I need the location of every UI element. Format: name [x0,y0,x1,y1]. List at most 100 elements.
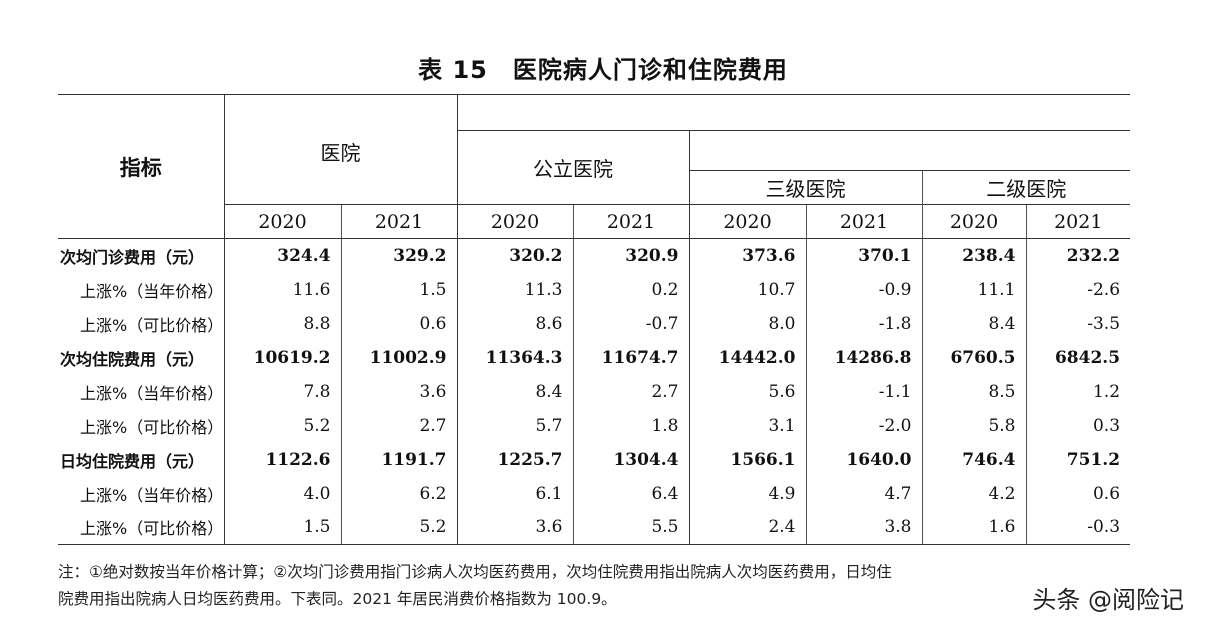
table-cell: 3.1 [688,408,806,443]
table-cell: 7.8 [223,374,341,409]
row-label: 上涨%（当年价格） [80,485,224,505]
table-cell: 6.4 [572,476,689,511]
year-header: 2021 [572,204,689,239]
table-row: 上涨%（当年价格） 4.0 6.2 6.1 6.4 4.9 4.7 4.2 0.6 [58,476,1131,511]
table-cell: 1640.0 [805,442,922,477]
table-cell: 1.6 [921,510,1026,545]
table-cell: 751.2 [1025,442,1131,477]
table-cell: 4.0 [223,476,341,511]
table-title: 表 15 医院病人门诊和住院费用 [418,56,788,84]
table-cell: -2.0 [805,408,922,443]
table-cell: 3.6 [456,510,573,545]
table-cell: 1304.4 [572,442,689,477]
table-cell: 373.6 [688,238,806,273]
row-label: 上涨%（当年价格） [80,281,224,301]
table-cell: -3.5 [1025,306,1131,341]
table-cell: 5.8 [921,408,1026,443]
table-cell: 14442.0 [688,340,806,375]
table-cell: 11364.3 [456,340,573,375]
table-cell: 8.8 [223,306,341,341]
table-cell: 1.5 [340,272,457,307]
table-cell: 232.2 [1025,238,1131,273]
tertiary-header: 三级医院 [688,170,922,205]
row-label: 上涨%（可比价格） [80,315,224,335]
table-cell: -2.6 [1025,272,1131,307]
table-cell: 6.1 [456,476,573,511]
table-cell: 1566.1 [688,442,806,477]
table-row: 次均门诊费用（元） 324.4 329.2 320.2 320.9 373.6 370.1 2… [58,238,1131,273]
table-row: 次均住院费用（元） 10619.2 11002.9 11364.3 11674.7 144… [58,340,1131,375]
table-cell: 1225.7 [456,442,573,477]
table-cell: 8.6 [456,306,573,341]
table-cell: 6.2 [340,476,457,511]
watermark: 头条 @阅险记 [1032,586,1184,614]
table-cell: 10619.2 [223,340,341,375]
table-cell: 1191.7 [340,442,457,477]
table-cell: 0.6 [1025,476,1131,511]
table-cell: 11.1 [921,272,1026,307]
footnote: 注：①绝对数按当年价格计算；②次均门诊费用指门诊病人次均医药费用，次均住院费用指… [58,559,1143,613]
year-header: 2020 [223,204,341,239]
row-label: 上涨%（可比价格） [80,417,224,437]
table-row: 上涨%（可比价格） 1.5 5.2 3.6 5.5 2.4 3.8 1.6 -0.3 [58,510,1131,545]
row-label: 上涨%（当年价格） [80,383,224,403]
year-header: 2020 [456,204,573,239]
table-cell: 329.2 [340,238,457,273]
year-header: 2021 [340,204,457,239]
table-row: 日均住院费用（元） 1122.6 1191.7 1225.7 1304.4 1566.1 1… [58,442,1131,477]
indicator-header: 指标 [58,94,224,239]
table-cell: 0.3 [1025,408,1131,443]
table-cell: 4.7 [805,476,922,511]
table-row: 上涨%（可比价格） 5.2 2.7 5.7 1.8 3.1 -2.0 5.8 0.3 [58,408,1131,443]
table-cell: 8.4 [456,374,573,409]
table-cell: -0.7 [572,306,689,341]
table-cell: 4.2 [921,476,1026,511]
header-spacer-2 [688,130,1131,171]
table-cell: 1.2 [1025,374,1131,409]
table-cell: 4.9 [688,476,806,511]
table-cell: 6842.5 [1025,340,1131,375]
table-cell: 11002.9 [340,340,457,375]
table-cell: 320.2 [456,238,573,273]
table-cell: 2.7 [572,374,689,409]
table-row: 上涨%（当年价格） 7.8 3.6 8.4 2.7 5.6 -1.1 8.5 1.2 [58,374,1131,409]
table-cell: 6760.5 [921,340,1026,375]
secondary-header: 二级医院 [921,170,1131,205]
table-cell: 2.4 [688,510,806,545]
footnote-line: 院费用指出院病人日均医药费用。下表同。2021 年居民消费价格指数为 100.9… [58,590,617,608]
table-cell: -0.9 [805,272,922,307]
table-cell: 8.4 [921,306,1026,341]
table-body: 次均门诊费用（元） 324.4 329.2 320.2 320.9 373.6 370.1 2… [58,238,1131,545]
table-cell: -1.8 [805,306,922,341]
footnote-line: 注：①绝对数按当年价格计算；②次均门诊费用指门诊病人次均医药费用，次均住院费用指… [58,563,892,581]
table-cell: 8.0 [688,306,806,341]
table-cell: 5.2 [223,408,341,443]
row-label: 次均住院费用（元） [60,349,205,369]
table-cell: 0.6 [340,306,457,341]
table-cell: -1.1 [805,374,922,409]
table-cell: 320.9 [572,238,689,273]
table-cell: 238.4 [921,238,1026,273]
table-cell: 5.5 [572,510,689,545]
table-cell: 5.6 [688,374,806,409]
table-cell: 10.7 [688,272,806,307]
table-row: 上涨%（当年价格） 11.6 1.5 11.3 0.2 10.7 -0.9 11.1 -2.6 [58,272,1131,307]
public-hospital-header: 公立医院 [456,130,689,205]
table-cell: 14286.8 [805,340,922,375]
table-cell: 370.1 [805,238,922,273]
year-header: 2020 [688,204,806,239]
table-cell: 3.8 [805,510,922,545]
table-cell: 8.5 [921,374,1026,409]
table-cell: -0.3 [1025,510,1131,545]
table-cell: 11.3 [456,272,573,307]
table-cell: 3.6 [340,374,457,409]
year-header: 2020 [921,204,1026,239]
table-row: 上涨%（可比价格） 8.8 0.6 8.6 -0.7 8.0 -1.8 8.4 -3.5 [58,306,1131,341]
hospital-header: 医院 [223,94,457,205]
year-header: 2021 [805,204,922,239]
table-cell: 11674.7 [572,340,689,375]
data-table: 指标 医院 公立医院 三级医院 二级医院 2020 2021 2020 2021… [58,94,1131,545]
table-cell: 5.2 [340,510,457,545]
table-cell: 1.8 [572,408,689,443]
header-spacer [456,94,1131,131]
